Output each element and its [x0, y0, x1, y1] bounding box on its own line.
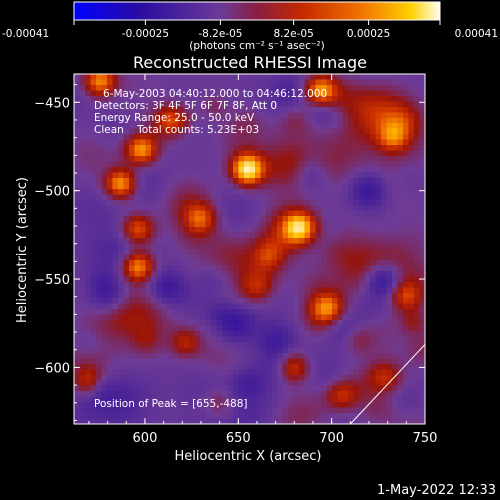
x-axis-label: Heliocentric X (arcsec): [175, 449, 322, 464]
colorbar-tick-label: 0.00041: [455, 28, 498, 40]
colorbar-tick-label: 8.2e-05: [273, 28, 313, 40]
annotation-energy: Energy Range: 25.0 - 50.0 keV: [94, 112, 255, 124]
plot-area: 600 650 700 750 −450 −500 −550 −600: [34, 73, 438, 446]
colorbar-tick-label: -0.00041: [2, 28, 49, 40]
plot-frame: [73, 73, 426, 425]
annotation-detectors: Detectors: 3F 4F 5F 6F 7F 8F, Att 0: [94, 100, 277, 112]
colorbar-tick-label: -8.2e-05: [198, 28, 242, 40]
colorbar-gradient: [73, 1, 441, 21]
annotations: 6-May-2003 04:40:12.000 to 04:46:12.000 …: [94, 88, 327, 410]
heatmap-image: [74, 74, 425, 424]
colorbar-tick-label: 0.00025: [347, 28, 390, 40]
colorbar-unit-label: (photons cm⁻² s⁻¹ asec⁻²): [189, 40, 324, 52]
y-tick-label: −600: [34, 361, 70, 376]
y-tick-label: −550: [34, 273, 70, 288]
x-tick-label: 650: [226, 431, 251, 446]
plot-timestamp: 1-May-2022 12:33: [377, 483, 496, 498]
y-tick-label: −500: [34, 185, 70, 200]
chart-title: Reconstructed RHESSI Image: [133, 53, 367, 72]
annotation-time: 6-May-2003 04:40:12.000 to 04:46:12.000: [103, 88, 327, 100]
x-tick-label: 700: [319, 431, 344, 446]
annotation-clean: Clean Total counts: 5.23E+03: [94, 124, 259, 136]
colorbar-tick-label: -0.00025: [122, 28, 169, 40]
x-tick-label: 600: [133, 431, 158, 446]
x-tick-label: 750: [413, 431, 438, 446]
colorbar: -0.00041 -0.00025 -8.2e-05 8.2e-05 0.00025 0.…: [2, 1, 498, 52]
solar-limb-line: [349, 344, 425, 424]
y-tick-label: −450: [34, 96, 70, 111]
annotation-peak: Position of Peak = [655,-488]: [94, 398, 248, 410]
y-axis-label: Heliocentric Y (arcsec): [15, 177, 30, 323]
